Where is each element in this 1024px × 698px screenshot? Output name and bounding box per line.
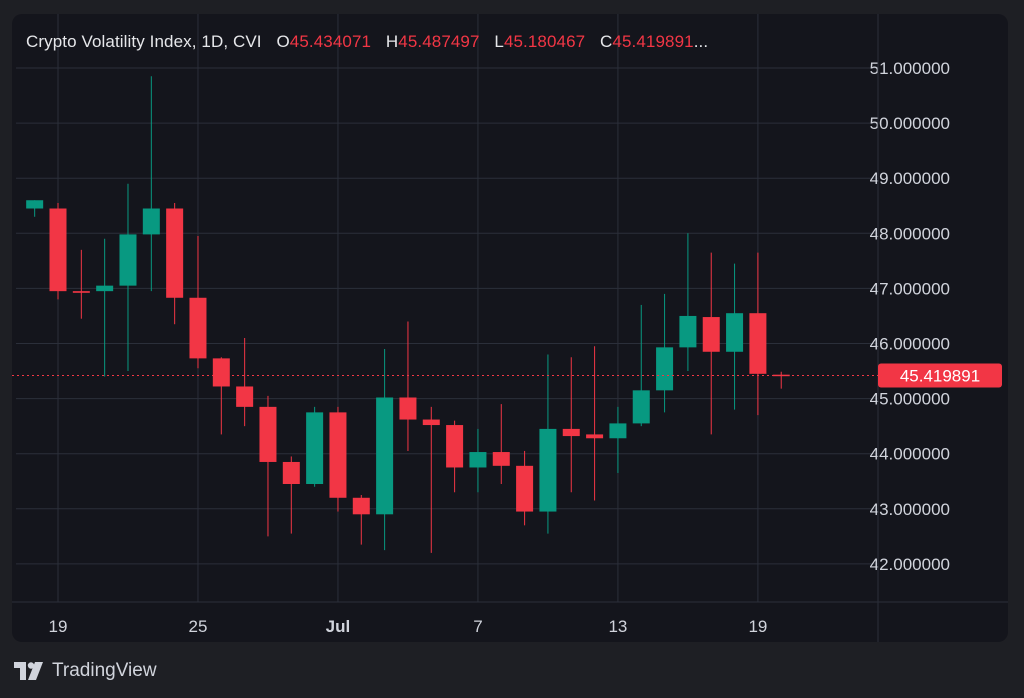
candle-up	[119, 234, 137, 286]
legend-open-label: O	[276, 32, 290, 51]
legend-title: Crypto Volatility Index, 1D, CVI	[26, 32, 262, 51]
candle-down	[516, 465, 534, 512]
x-tick-label: 19	[748, 617, 767, 636]
symbol-legend: Crypto Volatility Index, 1D, CVI O45.434…	[26, 32, 708, 56]
y-tick-label: 43.000000	[870, 500, 950, 519]
candle-down	[259, 406, 277, 462]
legend-close-label: C	[600, 32, 613, 51]
chart-panel[interactable]: 42.000000 43.000000 44.000000 45.000000 46.0…	[12, 14, 1008, 642]
y-tick-label: 49.000000	[870, 169, 950, 188]
candle-up	[469, 452, 487, 468]
legend-low-label: L	[494, 32, 504, 51]
x-tick-label: 19	[49, 617, 68, 636]
candle-down	[49, 208, 67, 292]
candle-down	[352, 497, 370, 515]
candle-up	[632, 390, 650, 424]
candle-down	[562, 428, 580, 437]
brand-name: TradingView	[52, 660, 157, 681]
x-tick-label: 13	[608, 617, 627, 636]
candle-down	[749, 313, 767, 374]
candle-up	[26, 200, 44, 209]
candle-up	[609, 423, 627, 439]
legend-open-value: 45.434071	[289, 32, 372, 51]
candle-down	[166, 208, 184, 298]
x-tick-label: 7	[473, 617, 482, 636]
candle-up	[726, 313, 744, 352]
last-price-label: 45.419891	[900, 366, 980, 385]
candle-up	[306, 412, 324, 485]
candle-down	[282, 461, 300, 485]
candle-down	[422, 419, 440, 426]
y-tick-label: 46.000000	[870, 335, 950, 354]
y-tick-label: 42.000000	[870, 555, 950, 574]
candle-down	[189, 297, 207, 359]
candle-down	[446, 425, 464, 468]
candle-up	[539, 428, 557, 512]
last-price-badge	[878, 363, 1002, 388]
candle-down	[399, 397, 417, 420]
candle-up	[679, 315, 697, 348]
legend-high-label: H	[385, 32, 399, 51]
y-tick-label: 45.000000	[870, 390, 950, 409]
y-tick-label: 51.000000	[870, 59, 950, 78]
y-tick-label: 48.000000	[870, 224, 950, 243]
candle-up	[656, 347, 674, 391]
legend-low-value: 45.180467	[503, 32, 586, 51]
tradingview-logo-icon	[14, 662, 43, 680]
candle-down	[72, 291, 90, 293]
candle-down	[702, 317, 720, 352]
candlestick-chart[interactable]: 42.000000 43.000000 44.000000 45.000000 46.0…	[12, 14, 1008, 642]
candle-down	[329, 412, 347, 498]
candle-down	[492, 452, 510, 466]
candle-up	[142, 208, 160, 235]
y-tick-label: 47.000000	[870, 279, 950, 298]
legend-ellipsis: ...	[693, 32, 709, 51]
x-tick-label: 25	[189, 617, 208, 636]
y-tick-label: 50.000000	[870, 114, 950, 133]
y-tick-label: 44.000000	[870, 445, 950, 464]
legend-high-value: 45.487497	[398, 32, 480, 51]
brand-footer[interactable]: TradingView	[14, 656, 157, 686]
candle-down	[236, 386, 254, 407]
candle-down	[772, 374, 790, 377]
candle-up	[376, 397, 394, 515]
candle-down	[212, 358, 230, 387]
candle-up	[96, 285, 114, 292]
candle-down	[586, 434, 604, 439]
legend-close-value: 45.419891	[612, 32, 694, 51]
x-tick-label: Jul	[326, 617, 351, 636]
